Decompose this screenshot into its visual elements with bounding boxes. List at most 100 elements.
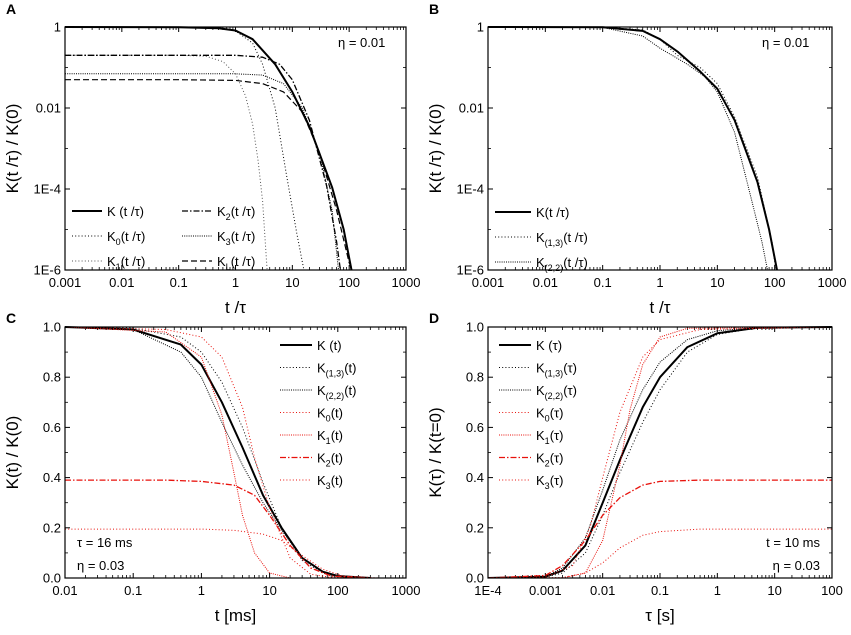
panel-letter: B [429,1,439,17]
x-tick-label: 10 [767,583,781,598]
y-tick-label: 0.2 [466,520,484,535]
y-tick-label: 0.01 [459,101,484,116]
x-tick-label: 10 [262,583,276,598]
legend: K(t /τ) K(1,3)(t /τ) K(2,2)(t /τ) [495,205,588,273]
legend-label: K(1,3)(τ) [536,361,577,379]
y-axis-title: K(t) / K(0) [3,416,22,490]
x-tick-label: 1 [656,275,663,290]
y-tick-label: 0.6 [43,420,61,435]
series-k22 [488,326,832,578]
x-tick-label: 10 [285,275,299,290]
x-tick-label: 0.01 [109,275,134,290]
annotation: η = 0.03 [77,558,124,573]
x-tick-label: 1 [714,583,721,598]
annotation: τ = 16 ms [77,535,133,550]
legend-label: K(2,2)(t) [317,383,356,401]
panel-b: B 0.001 0.01 0.1 1 10 100 1000 1E-6 1E-4 0.01 1 t /τ… [426,1,846,317]
series-k2 [65,54,342,270]
x-axis-title: t /τ [650,298,671,317]
legend-label: K1(t /τ) [107,254,145,272]
y-tick-label: 0.4 [43,470,61,485]
x-tick-label: 0.01 [52,583,77,598]
x-tick-label: 0.01 [590,583,615,598]
x-axis-title: t /τ [225,298,246,317]
annotation: η = 0.01 [762,35,809,50]
legend-label: K2(τ) [536,451,563,469]
y-tick-label: 0.6 [466,420,484,435]
legend-label: K3(t /τ) [217,229,255,247]
legend-label: K0(t) [317,406,343,424]
series-k1 [65,326,406,578]
x-tick-label: 1 [198,583,205,598]
y-tick-label: 1 [477,20,484,35]
series-k1 [488,326,832,578]
legend-label: K2(t /τ) [217,204,255,222]
y-tick-label: 0.2 [43,520,61,535]
x-tick-label: 0.001 [49,275,82,290]
panel-d: D 1E-4 0.001 0.01 0.1 1 10 100 0.0 0.2 0.4 0.6 0.8 1.… [426,310,843,625]
y-axis-title: K(t /τ) / K(0) [3,104,22,194]
panel-letter: C [6,310,16,326]
series-k22 [65,326,371,578]
legend-label: KL(t /τ) [217,254,255,272]
y-tick-label: 0.8 [466,370,484,385]
series-k0 [488,326,832,578]
series-k [488,26,778,270]
x-tick-label: 1000 [392,275,421,290]
panel-letter: D [429,310,439,326]
y-tick-label: 0.0 [466,571,484,586]
series-k3 [65,73,339,270]
y-tick-label: 1.0 [43,320,61,335]
series-k2 [65,479,371,578]
plot-frame [487,326,833,579]
legend: K (t) K(1,3)(t) K(2,2)(t) K0(t) K1(t) K2(t) K3… [280,338,356,491]
x-tick-label: 0.01 [533,275,558,290]
series-k [65,26,353,270]
legend-label: K1(τ) [536,428,563,446]
series-k0 [65,26,305,270]
x-tick-label: 100 [764,275,786,290]
x-tick-label: 0.1 [124,583,142,598]
x-tick-label: 0.001 [472,275,505,290]
series-k [65,326,371,578]
series-k3 [488,528,832,578]
plot-frame [64,326,407,579]
legend-label: K1(t) [317,428,343,446]
y-tick-label: 1E-6 [457,263,484,278]
x-tick-label: 0.1 [170,275,188,290]
series-k [488,326,832,578]
annotation: t = 10 ms [766,535,820,550]
panel-c: C 0.01 0.1 1 10 100 1000 0.0 0.2 0.4 0.6 0.8 1.0 t [m… [3,310,420,625]
series-k22 [488,26,768,270]
legend-label: K(1,3)(t /τ) [536,230,588,248]
panel-letter: A [6,1,16,17]
x-tick-label: 0.1 [651,583,669,598]
x-axis-title: t [ms] [215,606,257,625]
series-kl [65,79,354,270]
x-axis-title: τ [s] [645,606,674,625]
series-k3 [65,528,379,578]
y-tick-label: 1 [54,20,61,35]
y-tick-label: 1E-6 [34,263,61,278]
legend: K (t /τ) K2(t /τ) K0(t /τ) K3(t /τ) K1(t /τ)… [72,204,255,272]
x-tick-label: 0.1 [594,275,612,290]
y-tick-label: 1E-4 [457,182,484,197]
y-tick-label: 0.01 [36,101,61,116]
plot-frame [487,26,833,271]
legend-label: K(2,2)(t /τ) [536,255,588,273]
annotation: η = 0.03 [773,558,820,573]
x-tick-label: 1000 [392,583,421,598]
legend-label: K2(t) [317,451,343,469]
annotation: η = 0.01 [338,35,385,50]
series-k0 [65,326,371,578]
panel-a: A 0.001 0.01 0.1 1 10 100 1000 1E-6 1E-4 0.01 1 t /τ… [3,1,420,317]
legend-label: K3(τ) [536,473,563,491]
y-axis-title: K(t /τ) / K(0) [426,104,445,194]
y-tick-label: 0.8 [43,370,61,385]
legend-label: K0(τ) [536,406,563,424]
x-tick-label: 100 [327,583,349,598]
x-tick-label: 1000 [818,275,847,290]
x-tick-label: 0.001 [529,583,562,598]
x-tick-label: 10 [710,275,724,290]
